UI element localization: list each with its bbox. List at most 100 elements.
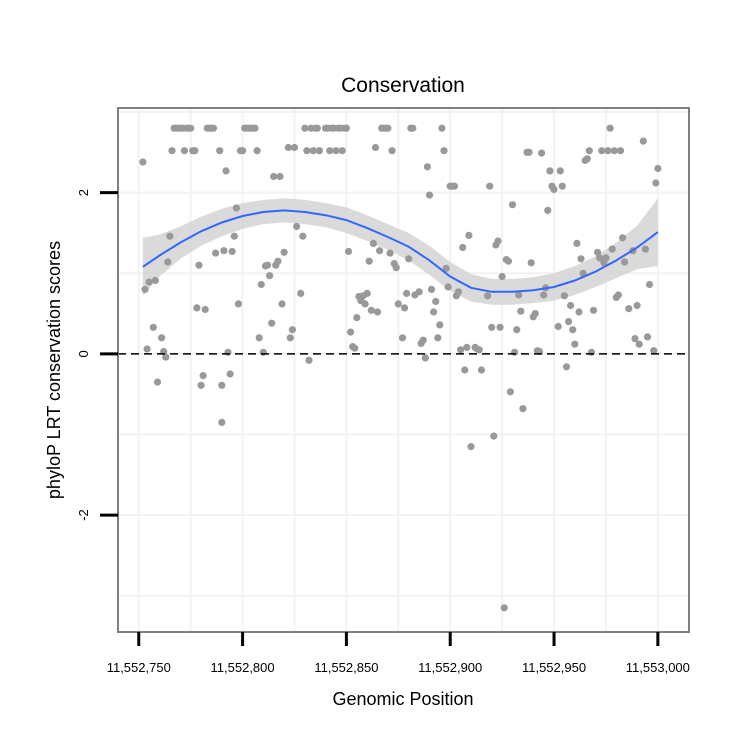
data-point (457, 346, 465, 354)
data-point (199, 372, 207, 380)
data-point (488, 323, 496, 331)
data-point (257, 280, 265, 289)
data-point (504, 257, 512, 265)
data-point (546, 167, 554, 175)
data-point (145, 278, 153, 286)
data-point (149, 323, 157, 331)
data-point (384, 124, 392, 132)
data-point (259, 348, 267, 356)
data-point (519, 405, 527, 413)
data-point (197, 381, 205, 389)
data-point (139, 158, 147, 166)
data-point (500, 604, 508, 612)
data-point (633, 301, 641, 310)
data-point (423, 163, 431, 171)
x-tick-label: 11,552,950 (522, 660, 586, 675)
data-point (305, 356, 313, 364)
chart-title: Conservation (341, 74, 465, 97)
data-point (641, 245, 650, 253)
data-point (286, 334, 294, 342)
data-point (361, 300, 369, 308)
x-tick-label: 11,552,850 (314, 660, 378, 675)
data-point (508, 201, 517, 209)
data-point (654, 164, 662, 173)
data-point (585, 147, 593, 155)
data-point (444, 283, 452, 291)
y-tick-label: -2 (76, 509, 91, 521)
data-point (313, 124, 321, 132)
data-point (589, 306, 598, 314)
data-point (270, 172, 278, 181)
data-point (427, 285, 436, 293)
scatter-points (139, 124, 662, 612)
data-point (180, 147, 188, 155)
data-point (527, 259, 535, 267)
data-point (475, 346, 483, 354)
data-point (459, 243, 467, 252)
data-point (153, 378, 162, 386)
data-point (141, 285, 149, 293)
grid-lines (118, 108, 689, 632)
data-point (239, 147, 247, 155)
data-point (531, 310, 539, 318)
data-point (344, 247, 353, 256)
plot-panel (118, 108, 689, 632)
data-point (386, 249, 394, 257)
data-point (400, 304, 409, 312)
data-point (583, 155, 591, 163)
data-point (430, 308, 438, 316)
data-point (571, 340, 579, 348)
data-point (550, 185, 558, 193)
x-tick-label: 11,552,750 (107, 660, 171, 675)
data-point (332, 147, 340, 155)
data-point (224, 348, 232, 356)
data-point (301, 124, 309, 132)
data-point (220, 247, 228, 255)
data-point (650, 347, 658, 355)
data-point (486, 182, 494, 190)
data-point (614, 291, 623, 299)
smooth-line-group (142, 209, 659, 293)
data-point (293, 222, 301, 231)
data-point (565, 318, 573, 326)
data-point (309, 147, 317, 155)
data-point (230, 232, 238, 240)
y-tick-label: 2 (76, 189, 91, 196)
data-point (162, 353, 170, 361)
data-point (143, 345, 151, 353)
data-point (594, 248, 602, 256)
data-point (195, 261, 203, 269)
data-point (255, 334, 263, 342)
data-point (367, 306, 375, 314)
data-point (326, 147, 334, 155)
data-point (268, 319, 276, 327)
data-point (652, 179, 660, 187)
data-point (525, 148, 533, 156)
data-point (388, 147, 396, 155)
data-point (639, 137, 647, 145)
data-point (496, 323, 504, 331)
data-point (251, 124, 259, 132)
data-point (625, 305, 633, 313)
data-point (290, 143, 299, 152)
data-point (297, 289, 305, 297)
x-axis-label: Genomic Position (332, 689, 473, 709)
data-point (363, 289, 371, 297)
data-point (365, 257, 373, 265)
data-point (234, 300, 242, 308)
data-point (643, 333, 652, 341)
data-point (191, 147, 199, 155)
data-point (602, 254, 610, 262)
data-point (351, 344, 359, 352)
data-point (164, 258, 172, 266)
data-point (421, 354, 429, 362)
confidence-band-group (142, 198, 658, 305)
data-point (608, 245, 616, 253)
data-point (587, 348, 596, 356)
data-point (490, 432, 498, 440)
data-point (434, 334, 442, 342)
data-point (201, 305, 209, 314)
data-point (606, 124, 614, 132)
data-point (560, 292, 569, 300)
